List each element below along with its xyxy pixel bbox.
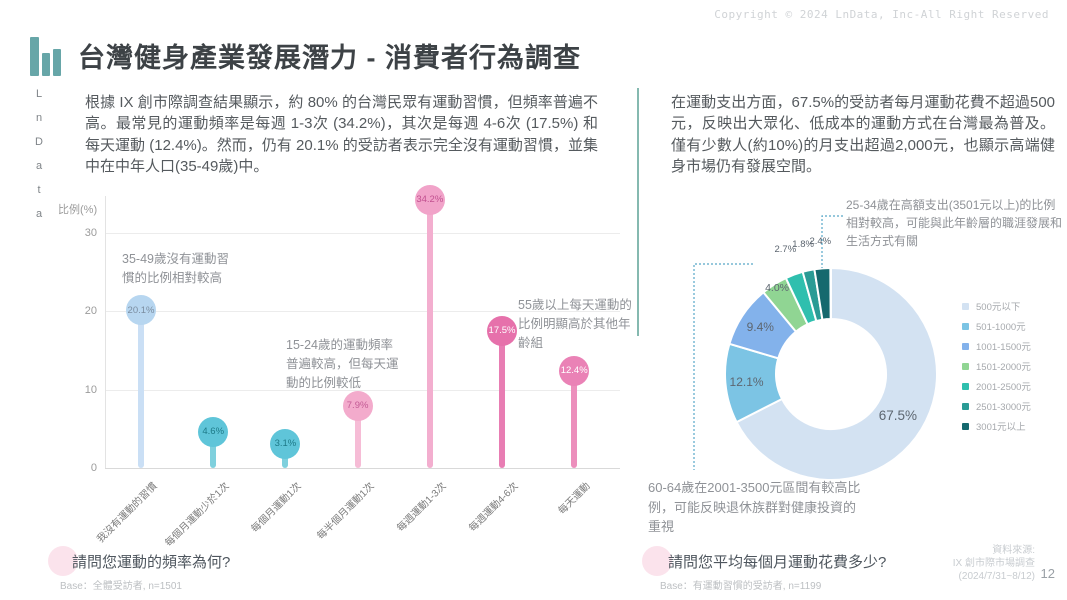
donut-slice (735, 266, 938, 481)
brand-vertical-text: LnData (33, 88, 45, 232)
annotation-35-49: 35-49歲沒有運動習慣的比例相對較高 (122, 252, 229, 285)
leader-line-25-34 (821, 215, 843, 268)
question-marker-left (48, 546, 78, 576)
lollipop-value: 20.1% (126, 295, 156, 326)
legend-swatch (962, 302, 969, 310)
frequency-summary-paragraph: 根據 IX 創市際調查結果顯示，約 80% 的台灣民眾有運動習慣，但頻率普遍不高… (85, 94, 598, 175)
annotation-25-34: 25-34歲在高額支出(3501元以上)的比例相對較高，可能與此年齡層的職涯發展… (846, 198, 1063, 248)
lollipop-value: 17.5% (487, 315, 517, 346)
logo-bar (30, 37, 39, 76)
lollipop-stem (138, 310, 144, 468)
legend-item: 1501-2000元 (962, 356, 1031, 376)
lollipop-value: 7.9% (342, 390, 373, 421)
donut-slice (813, 266, 832, 321)
legend-item: 3001元以上 (962, 416, 1031, 436)
y-tick-label: 20 (84, 305, 97, 317)
y-axis-title: 比例(%) (58, 204, 98, 216)
donut-slice-label: 1.8% (792, 238, 814, 250)
legend-label: 2501-3000元 (976, 402, 1031, 413)
right-question: 請問您平均每個月運動花費多少? (668, 554, 887, 571)
legend-item: 2501-3000元 (962, 396, 1031, 416)
lollipop-stem (499, 330, 505, 468)
donut-slice-label: 2.7% (774, 243, 797, 255)
y-tick-label: 10 (84, 383, 97, 396)
logo-bar (42, 53, 50, 76)
legend-item: 1001-1500元 (962, 336, 1031, 356)
x-axis-label: 每半個月運動1次 (314, 480, 377, 543)
legend-item: 500元以下 (962, 296, 1031, 316)
legend-swatch (962, 342, 969, 350)
right-base-note: Base：有運動習慣的受訪者, n=1199 (660, 581, 822, 592)
donut-slice (784, 270, 818, 326)
gridline (105, 232, 620, 234)
leader-line-60-64 (693, 263, 753, 470)
left-base-note: Base：全體受訪者, n=1501 (60, 581, 182, 592)
y-tick-label: 30 (84, 226, 97, 239)
legend-swatch (962, 362, 969, 370)
legend-swatch (962, 382, 969, 390)
lndata-logo-icon (30, 37, 61, 76)
y-tick-label: 0 (90, 462, 97, 474)
donut-slice-label: 12.1% (729, 374, 764, 389)
donut-legend: 500元以下 501-1000元 1001-1500元 1501-2000元 2001-… (962, 296, 1031, 436)
lollipop-value: 34.2% (414, 184, 445, 215)
x-axis-line (105, 468, 620, 469)
legend-swatch (962, 402, 969, 410)
donut-slice (728, 290, 798, 360)
donut-slice-label: 2.4% (809, 235, 832, 247)
page-title: 台灣健身產業發展潛力 - 消費者行為調查 (78, 43, 581, 73)
data-source: 資料來源: IX 創市際市場調查 (2024/7/31~8/12) (952, 545, 1035, 582)
x-axis-label: 每週運動1-3次 (395, 480, 449, 535)
legend-swatch (962, 422, 969, 430)
annotation-15-24: 15-24歲的運動頻率普遍較高，但每天運動的比例較低 (286, 338, 399, 390)
legend-label: 500元以下 (976, 302, 1021, 313)
legend-item: 2001-2500元 (962, 376, 1031, 396)
legend-label: 501-1000元 (976, 322, 1026, 333)
donut-slice-label: 67.5% (878, 407, 918, 423)
page-number: 12 (1040, 566, 1055, 581)
x-axis-label: 每天運動 (556, 480, 593, 517)
y-axis-line (105, 196, 106, 468)
lollipop-stem (282, 443, 289, 468)
lollipop-value: 4.6% (198, 416, 229, 447)
copyright-text: Copyright © 2024 LnData, Inc-All Right R… (714, 8, 1049, 21)
donut-slice (801, 268, 824, 323)
section-divider (637, 88, 639, 336)
legend-item: 501-1000元 (962, 316, 1031, 336)
legend-swatch (962, 322, 969, 330)
lollipop-stem (571, 370, 578, 468)
legend-label: 1501-2000元 (976, 362, 1031, 373)
legend-label: 3001元以上 (976, 422, 1026, 433)
annotation-60-64: 60-64歲在2001-3500元區間有較高比例，可能反映退休族群對健康投資的重… (648, 480, 861, 534)
left-question: 請問您運動的頻率為何? (72, 554, 231, 571)
lollipop-value: 3.1% (270, 428, 301, 459)
lollipop-stem (354, 405, 361, 468)
donut-slice-label: 4.0% (765, 281, 789, 294)
legend-label: 1001-1500元 (976, 342, 1031, 353)
annotation-55plus: 55歲以上每天運動的比例明顯高於其他年齡組 (518, 298, 632, 350)
lollipop-stem (210, 431, 217, 468)
donut-slice-label: 9.4% (746, 320, 774, 335)
x-axis-label: 每週運動4-6次 (467, 480, 521, 535)
logo-bar (53, 49, 61, 76)
spending-summary-paragraph: 在運動支出方面，67.5%的受訪者每月運動花費不超過500元，反映出大眾化、低成… (671, 94, 1055, 175)
donut-slice (762, 276, 809, 334)
legend-label: 2001-2500元 (976, 382, 1031, 393)
donut-slice (724, 342, 784, 424)
question-marker-right (642, 546, 672, 576)
lollipop-value: 12.4% (559, 355, 590, 386)
lollipop-stem (426, 199, 433, 468)
